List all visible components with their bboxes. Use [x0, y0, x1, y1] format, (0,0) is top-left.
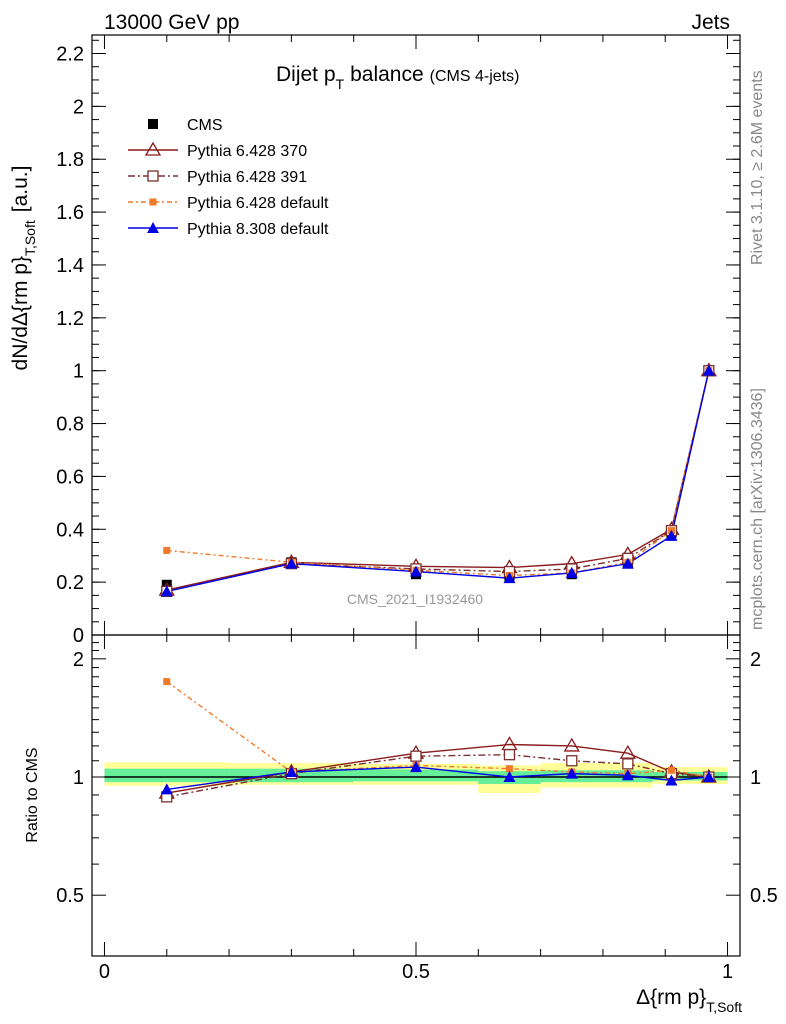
watermark: CMS_2021_I1932460: [347, 591, 483, 607]
ratio-y-tick-label-right: 1: [750, 767, 761, 789]
ratio-band-green: [104, 768, 230, 783]
main-point-pythia-8-308-default: [285, 557, 298, 569]
ratio-point-pythia-6-428-default: [163, 678, 171, 686]
ratio-point-pythia-6-428-370: [563, 737, 580, 752]
legend-marker-pythia-6-428-default: [149, 198, 157, 206]
ratio-point-pythia-8-308-default: [285, 765, 298, 777]
legend-marker-pythia-8-308-default: [147, 222, 159, 233]
main-y-tick-label: 1: [73, 361, 84, 383]
legend-marker-pythia-6-428-391: [147, 170, 159, 182]
main-line-pythia-6-428-391: [166, 370, 710, 593]
plot-title: Dijet pT balance (CMS 4-jets): [276, 63, 519, 92]
main-point-pythia-8-308-default: [665, 529, 678, 541]
main-y-tick-label: 1.4: [56, 255, 84, 277]
main-point-pythia-8-308-default: [702, 364, 715, 376]
header-right: Jets: [691, 11, 730, 34]
ratio-line-pythia-6-428-default: [166, 681, 709, 778]
ratio-point-pythia-8-308-default: [160, 783, 173, 795]
mcplots-text: mcplots.cern.ch [arXiv:1306.3436]: [749, 388, 766, 630]
ratio-panel: 0 0.5 1 0.5 0.5 1 1 2 2: [56, 634, 778, 983]
ratio-band-green: [652, 771, 728, 781]
main-y-tick-label: 1.8: [56, 149, 84, 171]
main-panel: 0 0.2 0.4 0.6 0.8 1 1.2 1.4 1.6 1.8 2 2.2: [56, 34, 741, 647]
main-y-tick-label: 0.8: [56, 414, 84, 436]
main-y-label: dN/dΔ{rm p}T,Soft[a.u.]: [9, 166, 38, 371]
ratio-point-pythia-8-308-default: [621, 769, 634, 781]
header-left: 13000 GeV pp: [104, 11, 239, 34]
main-y-tick-label: 1.2: [56, 308, 84, 330]
ratio-point-pythia-8-308-default: [665, 774, 678, 786]
ratio-point-pythia-8-308-default: [565, 767, 578, 779]
legend-marker-pythia-6-428-370: [144, 141, 162, 156]
ratio-y-tick-label-right: 2: [750, 649, 761, 671]
ratio-y-label: Ratio to CMS: [24, 747, 41, 842]
x-axis-label: Δ{rm p}T,Soft: [636, 986, 742, 1015]
ratio-point-pythia-6-428-370: [619, 744, 636, 759]
ratio-point-pythia-6-428-default: [667, 766, 675, 774]
ratio-line-pythia-6-428-370: [166, 743, 709, 794]
main-y-tick-label: 0.6: [56, 466, 84, 488]
ratio-point-pythia-6-428-370: [501, 736, 518, 751]
legend-label-cms: CMS: [187, 117, 223, 134]
main-point-pythia-8-308-default: [621, 557, 634, 569]
legend-label-pythia-8-308-default: Pythia 8.308 default: [187, 221, 329, 238]
main-y-tick-label: 0.4: [56, 519, 84, 541]
main-line-pythia-6-428-default: [166, 370, 710, 577]
main-point-pythia-8-308-default: [410, 565, 422, 577]
ratio-band-green: [353, 769, 479, 782]
legend-marker-cms: [148, 119, 158, 129]
ratio-line-pythia-8-308-default: [166, 766, 709, 791]
x-tick-label: 0: [99, 961, 110, 983]
main-line-pythia-8-308-default: [166, 370, 710, 593]
main-point-pythia-6-428-default: [163, 546, 171, 554]
main-y-tick-label: 1.6: [56, 202, 84, 224]
rivet-text: Rivet 3.1.10, ≥ 2.6M events: [749, 70, 766, 265]
ratio-point-pythia-6-428-391: [503, 749, 516, 761]
ratio-point-pythia-8-308-default: [503, 771, 516, 783]
legend-label-pythia-6-428-370: Pythia 6.428 370: [187, 143, 307, 160]
ratio-frame: [91, 634, 741, 957]
main-y-tick-label: 0: [73, 625, 84, 647]
ratio-y-tick-label: 0.5: [56, 885, 84, 907]
main-point-pythia-8-308-default: [503, 572, 516, 584]
legend: CMS Pythia 6.428 370 Pythia 6.428 391 Pythi…: [128, 117, 329, 238]
x-tick-label: 1: [722, 961, 733, 983]
main-point-pythia-8-308-default: [565, 566, 578, 578]
ratio-point-pythia-8-308-default: [702, 771, 715, 783]
x-tick-label: 0.5: [402, 961, 430, 983]
ratio-y-tick-label: 1: [73, 767, 84, 789]
ratio-point-pythia-6-428-391: [410, 750, 422, 762]
main-y-tick-label: 2: [73, 96, 84, 118]
main-point-cms: [161, 579, 172, 590]
ratio-point-pythia-8-308-default: [410, 761, 422, 773]
legend-label-pythia-6-428-default: Pythia 6.428 default: [187, 195, 329, 212]
legend-label-pythia-6-428-391: Pythia 6.428 391: [187, 169, 307, 186]
main-y-tick-label: 0.2: [56, 572, 84, 594]
main-y-tick-label: 2.2: [56, 44, 84, 66]
ratio-line-pythia-6-428-391: [166, 753, 709, 798]
ratio-y-tick-label-right: 0.5: [750, 885, 778, 907]
ratio-point-pythia-6-428-391: [622, 758, 634, 770]
ratio-point-pythia-6-428-391: [566, 755, 578, 767]
ratio-y-tick-label: 2: [73, 649, 84, 671]
ratio-point-pythia-6-428-default: [505, 765, 513, 773]
main-point-pythia-8-308-default: [160, 585, 173, 597]
